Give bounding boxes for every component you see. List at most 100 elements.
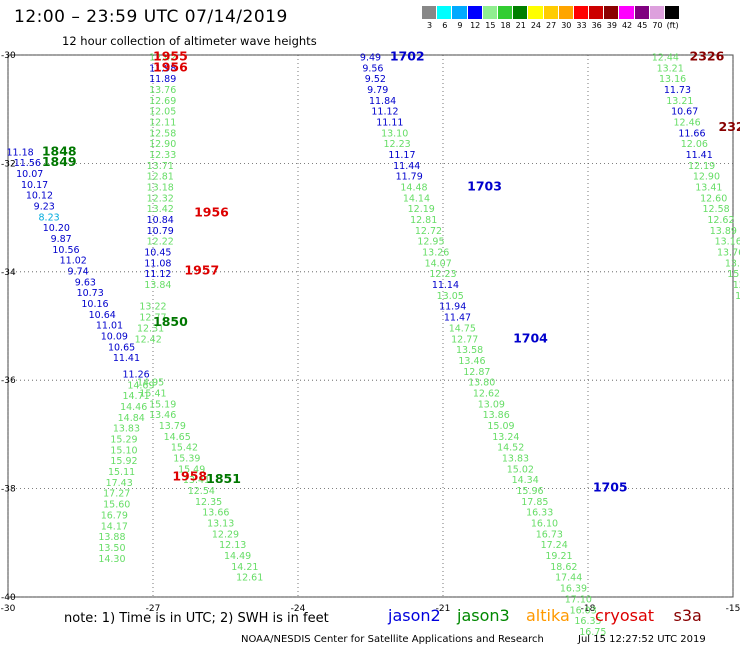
wave-height-reading: 14.34: [512, 475, 539, 486]
scale-label: 6: [442, 21, 448, 30]
color-scale: 3 6 9 12 15 18 21 24 27 30 33 36 39 42 45 70 (ft): [422, 6, 681, 30]
scale-label: 30: [561, 21, 572, 30]
scale-swatch: [422, 6, 438, 19]
scale-label: 18: [500, 21, 511, 30]
wave-height-reading: 13.58: [456, 345, 483, 356]
legend-item-cryosat: cryosat: [595, 606, 655, 625]
wave-height-reading: 11.73: [664, 85, 691, 96]
wave-height-reading: 11.26: [122, 369, 149, 380]
wave-height-reading: 9.56: [362, 63, 383, 74]
scale-label: 9: [457, 21, 463, 30]
lon-tick-label: -24: [291, 604, 306, 614]
footnote: note: 1) Time is in UTC; 2) SWH is in fe…: [64, 611, 329, 626]
pass-number-label: 1956: [194, 205, 229, 220]
scale-label: 36: [591, 21, 602, 30]
wave-height-reading: 12.05: [149, 107, 176, 118]
lon-tick-label: -30: [1, 604, 16, 614]
wave-height-reading: 13.21: [657, 63, 684, 74]
lon-tick-label: -21: [436, 604, 451, 614]
pass-number-label: 1958: [172, 468, 207, 483]
wave-height-reading: 16.75: [579, 627, 606, 638]
wave-height-reading: 13.46: [458, 356, 485, 367]
wave-height-reading: 13.41: [695, 183, 722, 194]
wave-height-reading: 19.21: [545, 551, 572, 562]
wave-height-reading: 10.65: [108, 342, 135, 353]
wave-height-reading: 16.39: [560, 584, 587, 595]
wave-height-reading: 13.22: [139, 302, 166, 313]
wave-height-reading: 17.43: [106, 478, 133, 489]
lat-tick-label: -30: [1, 51, 16, 61]
wave-height-reading: 13.09: [478, 399, 505, 410]
scale-swatch: [528, 6, 544, 19]
scale-label: 21: [515, 21, 526, 30]
wave-height-reading: 13.79: [159, 421, 186, 432]
wave-height-reading: 11.98: [149, 63, 176, 74]
wave-height-reading: 13.41: [183, 475, 210, 486]
wave-height-reading: 13.8: [725, 258, 740, 269]
wave-height-reading: 14.21: [231, 562, 258, 573]
scale-swatch: [558, 6, 574, 19]
wave-height-reading: 12.77: [451, 334, 478, 345]
wave-height-reading: 12.61: [236, 573, 263, 584]
pass-number-label: 1956: [153, 59, 188, 74]
wave-height-reading: 11.41: [686, 150, 713, 161]
scale-swatch: [482, 6, 498, 19]
lon-tick-label: -15: [726, 604, 740, 614]
wave-height-reading: 9.52: [365, 74, 386, 85]
wave-height-reading: 13.88: [98, 532, 125, 543]
wave-height-reading: 11.79: [396, 172, 423, 183]
wave-height-reading: 13.76: [717, 248, 740, 259]
legend-item-jason3: jason3: [457, 606, 510, 625]
wave-height-reading: 14.75: [449, 323, 476, 334]
wave-height-reading: 13.80: [468, 378, 495, 389]
wave-height-reading: 15.96: [516, 486, 543, 497]
wave-height-reading: 11.12: [371, 107, 398, 118]
wave-height-reading: 13.21: [666, 96, 693, 107]
wave-height-reading: 9.87: [51, 234, 72, 245]
wave-height-reading: 13.05: [437, 291, 464, 302]
wave-height-reading: 13.89: [710, 226, 737, 237]
scale-label: 45: [637, 21, 648, 30]
scale-swatch: [619, 6, 635, 19]
wave-height-reading: 16.35: [574, 616, 601, 627]
wave-height-reading: 12.06: [681, 139, 708, 150]
wave-height-reading: 12.95: [417, 237, 444, 248]
wave-height-reading: 12.42: [135, 334, 162, 345]
wave-height-reading: 10.73: [77, 288, 104, 299]
wave-height-reading: 14.48: [400, 183, 427, 194]
wave-height-reading: 12.90: [693, 172, 720, 183]
lon-tick-label: -27: [146, 604, 161, 614]
pass-number-label: 1850: [153, 314, 188, 329]
wave-height-reading: 13.83: [502, 454, 529, 465]
scale-swatch: [543, 6, 559, 19]
wave-height-reading: 11.41: [113, 353, 140, 364]
wave-height-reading: 13.18: [147, 183, 174, 194]
wave-height-reading: 15.41: [139, 388, 166, 399]
wave-height-reading: 16.03: [570, 605, 597, 616]
wave-height-reading: 11.66: [678, 128, 705, 139]
generated-timestamp: Jul 15 12:27:52 UTC 2019: [578, 634, 706, 645]
scale-swatch: [437, 6, 453, 19]
wave-height-reading: 11.12: [144, 269, 171, 280]
wave-height-reading: 12.22: [147, 237, 174, 248]
wave-height-reading: 13.86: [483, 410, 510, 421]
wave-height-reading: 14.17: [101, 521, 128, 532]
wave-height-reading: 14.71: [122, 391, 149, 402]
wave-height-reading: 17.24: [541, 540, 568, 551]
wave-height-reading: 11.94: [439, 302, 466, 313]
wave-height-reading: 17.27: [103, 489, 130, 500]
lat-tick-label: -32: [1, 159, 16, 169]
wave-height-reading: 12.13: [219, 540, 246, 551]
wave-height-reading: 13.76: [149, 85, 176, 96]
wave-height-reading: 10.12: [26, 191, 53, 202]
wave-height-reading: 12.81: [410, 215, 437, 226]
map-frame: [7, 54, 734, 598]
wave-height-reading: 15.02: [507, 464, 534, 475]
wave-height-reading: 12.54: [188, 486, 215, 497]
wave-height-reading: 11.84: [369, 96, 396, 107]
wave-height-reading: 11.11: [376, 117, 403, 128]
scale-swatch: [604, 6, 620, 19]
scale-label: 42: [621, 21, 633, 30]
wave-height-reading: 11.14: [432, 280, 459, 291]
wave-height-reading: 14.30: [98, 554, 125, 565]
